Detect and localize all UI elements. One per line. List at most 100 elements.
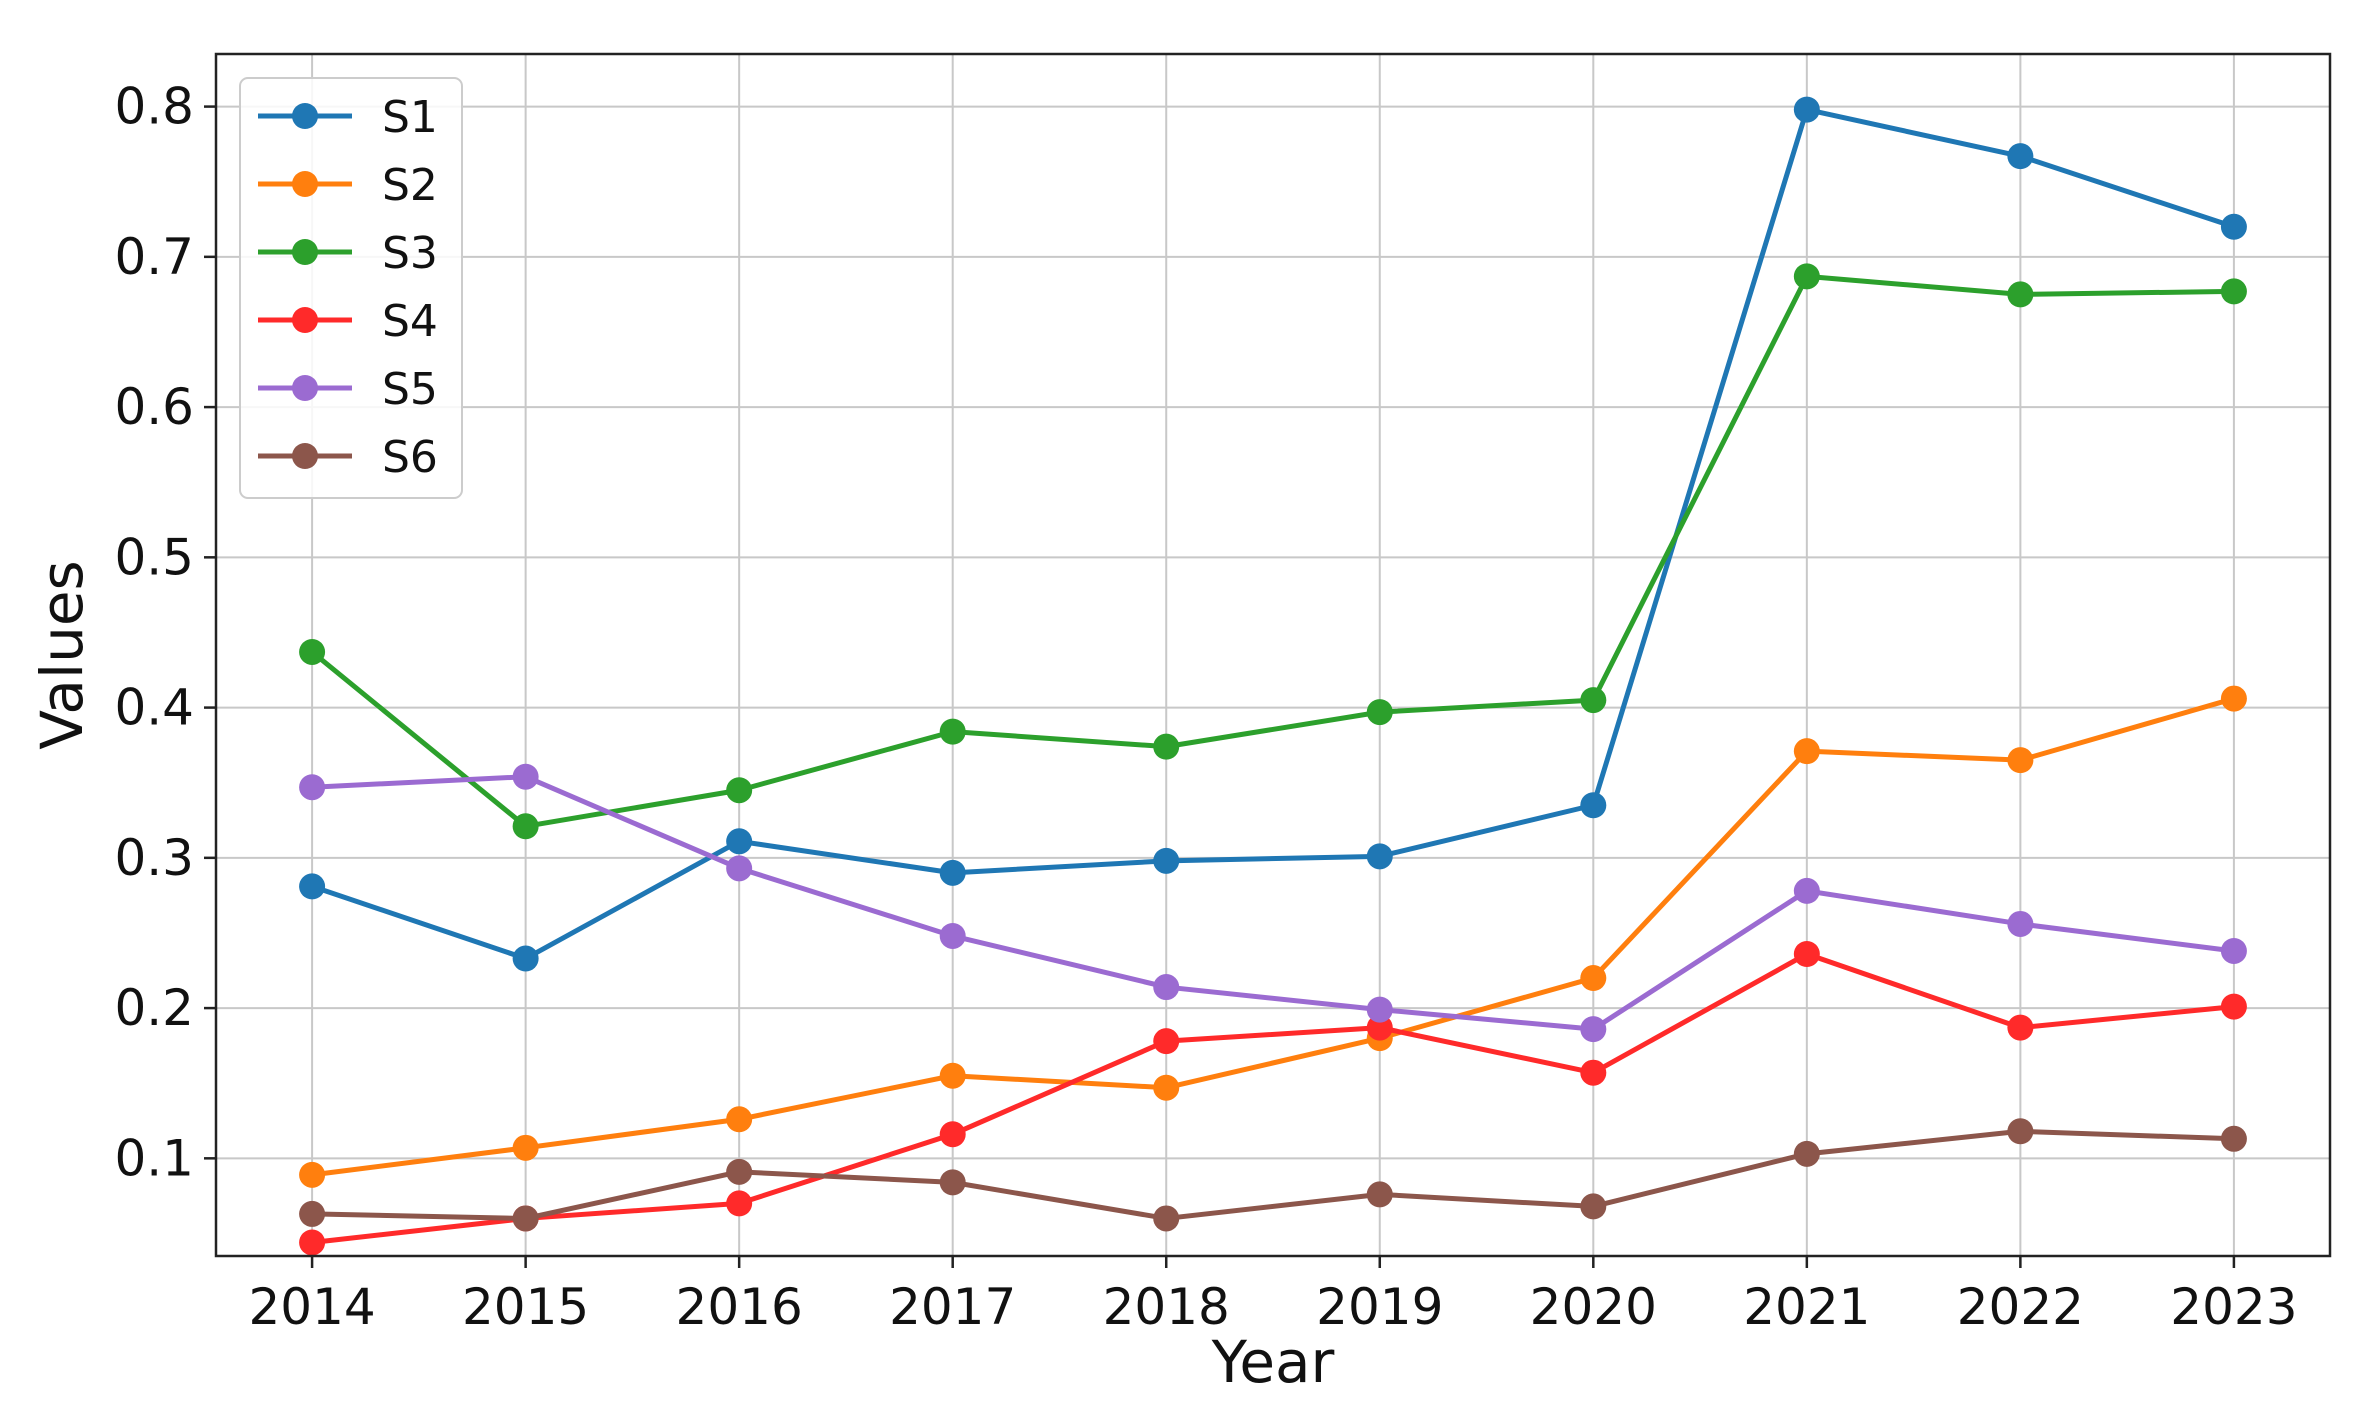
grid-lines xyxy=(216,54,2330,1256)
legend-item-S1: S1 xyxy=(258,92,438,143)
legend-marker xyxy=(292,443,318,469)
series-S1 xyxy=(299,96,2247,972)
data-point-S3 xyxy=(1366,699,1393,726)
data-point-S1 xyxy=(1580,792,1607,819)
legend-label: S1 xyxy=(382,92,438,143)
data-point-S1 xyxy=(1793,96,1820,123)
data-point-S3 xyxy=(939,718,966,745)
series-line-S4 xyxy=(311,951,2235,1245)
legend-marker xyxy=(292,171,318,197)
x-tick-label: 2018 xyxy=(1103,1278,1230,1336)
legend-marker xyxy=(292,307,318,333)
x-tick-label: 2020 xyxy=(1530,1278,1657,1336)
legend-label: S2 xyxy=(382,160,438,211)
data-point-S1 xyxy=(726,828,753,855)
x-tick-label: 2016 xyxy=(676,1278,803,1336)
data-point-S1 xyxy=(512,945,539,972)
data-point-S5 xyxy=(1580,1016,1607,1043)
data-point-S6 xyxy=(512,1205,539,1232)
y-tick-label: 0.3 xyxy=(114,829,194,887)
legend-marker xyxy=(292,103,318,129)
data-point-S5 xyxy=(512,763,539,790)
data-point-S2 xyxy=(939,1062,966,1089)
legend-label: S5 xyxy=(382,364,438,415)
legend-label: S6 xyxy=(382,432,438,483)
data-point-S1 xyxy=(1153,847,1180,874)
x-tick-label: 2017 xyxy=(889,1278,1016,1336)
data-point-S3 xyxy=(299,638,326,665)
data-point-S4 xyxy=(1153,1028,1180,1055)
series-S2 xyxy=(299,685,2247,1188)
series-line-S6 xyxy=(312,1128,2234,1221)
y-axis-label: Values xyxy=(28,560,96,750)
data-point-S1 xyxy=(299,873,326,900)
legend-marker xyxy=(292,375,318,401)
data-point-S2 xyxy=(726,1106,753,1133)
y-tick-label: 0.8 xyxy=(114,78,194,136)
x-tick-label: 2019 xyxy=(1316,1278,1443,1336)
data-point-S6 xyxy=(1793,1140,1820,1167)
data-point-S3 xyxy=(1793,263,1820,290)
legend-item-S5: S5 xyxy=(258,364,438,415)
data-point-S2 xyxy=(512,1134,539,1161)
data-point-S3 xyxy=(512,813,539,840)
legend-item-S3: S3 xyxy=(258,228,438,279)
y-tick-label: 0.4 xyxy=(114,679,194,737)
data-point-S5 xyxy=(2220,937,2247,964)
legend-label: S3 xyxy=(382,228,438,279)
data-point-S3 xyxy=(1153,733,1180,760)
data-point-S2 xyxy=(2007,747,2034,774)
legend-item-S2: S2 xyxy=(258,160,438,211)
data-point-S6 xyxy=(1153,1205,1180,1232)
data-point-S2 xyxy=(1153,1074,1180,1101)
series-line-S2 xyxy=(311,696,2235,1178)
data-point-S6 xyxy=(726,1158,753,1185)
data-point-S4 xyxy=(2220,993,2247,1020)
data-point-S5 xyxy=(1793,877,1820,904)
data-point-S5 xyxy=(939,922,966,949)
data-point-S1 xyxy=(939,859,966,886)
data-point-S6 xyxy=(939,1169,966,1196)
data-point-S2 xyxy=(1793,738,1820,765)
data-point-S4 xyxy=(726,1190,753,1217)
x-tick-label: 2014 xyxy=(248,1278,375,1336)
data-point-S1 xyxy=(1366,843,1393,870)
y-tick-label: 0.5 xyxy=(114,528,194,586)
data-point-S5 xyxy=(726,855,753,882)
data-point-S2 xyxy=(2220,685,2247,712)
x-tick-label: 2022 xyxy=(1957,1278,2084,1336)
data-point-S3 xyxy=(2007,281,2034,308)
series-line-S1 xyxy=(311,107,2235,962)
y-tick-label: 0.7 xyxy=(114,228,194,286)
x-tick-label: 2023 xyxy=(2170,1278,2297,1336)
y-tick-label: 0.2 xyxy=(114,979,194,1037)
data-point-S6 xyxy=(1366,1181,1393,1208)
data-point-S5 xyxy=(1153,974,1180,1001)
data-point-S2 xyxy=(299,1161,326,1188)
data-point-S3 xyxy=(1580,687,1607,714)
data-point-S4 xyxy=(1366,1014,1393,1041)
x-axis-label: Year xyxy=(1211,1328,1335,1396)
axes-layer: 2014 2015 2016 2017 2018 2019 2020 2021 2022 2023… xyxy=(114,78,2297,1336)
series-layer xyxy=(299,96,2247,1256)
data-point-S5 xyxy=(2007,910,2034,937)
data-point-S4 xyxy=(299,1229,326,1256)
data-point-S6 xyxy=(2220,1125,2247,1152)
data-point-S4 xyxy=(1580,1059,1607,1086)
data-point-S6 xyxy=(299,1200,326,1227)
data-point-S3 xyxy=(726,777,753,804)
series-line-S5 xyxy=(311,774,2235,1032)
x-tick-label: 2015 xyxy=(462,1278,589,1336)
y-tick-label: 0.1 xyxy=(114,1129,194,1187)
legend: S1 S2 S3 S4 S5 S6 xyxy=(239,77,463,499)
data-point-S5 xyxy=(299,774,326,801)
data-point-S6 xyxy=(2007,1118,2034,1145)
data-point-S1 xyxy=(2007,143,2034,170)
data-point-S3 xyxy=(2220,278,2247,305)
series-S5 xyxy=(299,763,2247,1043)
data-point-S6 xyxy=(1580,1193,1607,1220)
data-point-S4 xyxy=(939,1121,966,1148)
legend-label: S4 xyxy=(382,296,438,347)
x-tick-label: 2021 xyxy=(1743,1278,1870,1336)
